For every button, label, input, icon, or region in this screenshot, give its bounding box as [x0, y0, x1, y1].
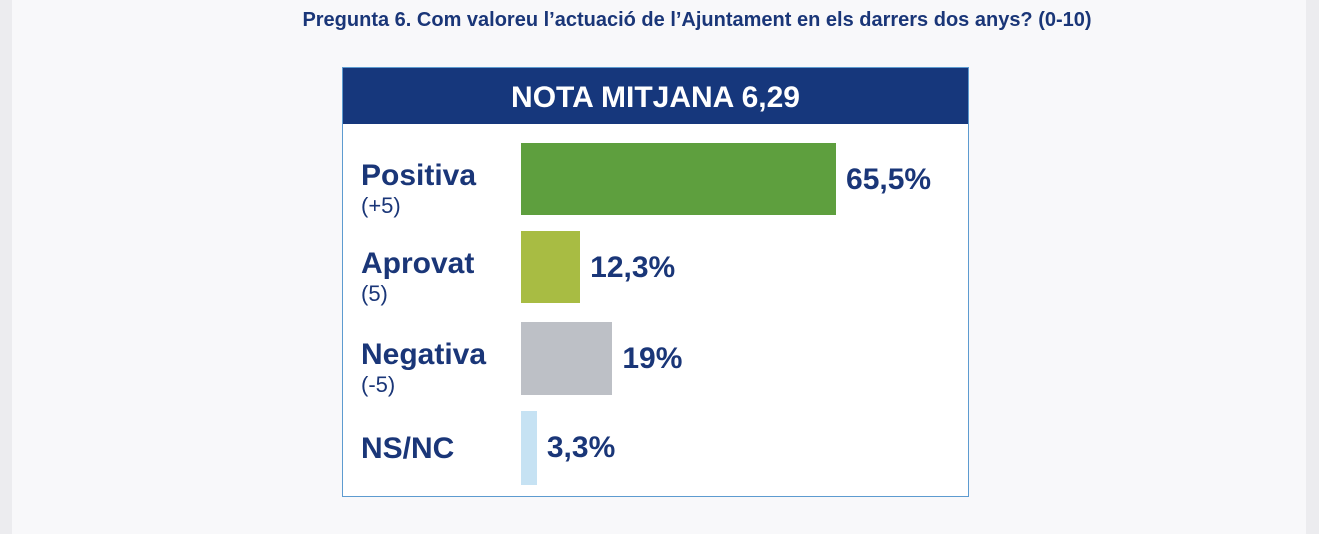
bar-negativa	[521, 322, 613, 395]
value-label-aprovat: 12,3%	[590, 251, 676, 284]
value-label-negativa: 19%	[622, 342, 683, 375]
value-label-nsnc: 3,3%	[546, 431, 616, 464]
category-label-positiva: Positiva (+5)	[361, 160, 476, 218]
category-label-aprovat: Aprovat (5)	[361, 248, 474, 306]
category-label-nsnc: NS/NC	[361, 433, 454, 465]
category-range: (5)	[361, 281, 388, 306]
bar-nsnc	[521, 411, 537, 485]
average-score-header: NOTA MITJANA 6,29	[343, 68, 968, 124]
value-label-positiva: 65,5%	[846, 163, 932, 196]
chart-title: Pregunta 6. Com valoreu l’actuació de l’…	[302, 9, 1092, 31]
category-name: Aprovat	[361, 247, 475, 280]
category-name: Negativa	[361, 338, 487, 371]
category-name: Positiva	[361, 159, 477, 192]
category-range: (-5)	[361, 372, 396, 397]
category-name: NS/NC	[361, 432, 455, 465]
bar-positiva	[521, 143, 837, 215]
chart-box: NOTA MITJANA 6,29 Positiva (+5) 65,5% Aprov…	[342, 67, 969, 497]
bar-aprovat	[521, 231, 581, 303]
category-label-negativa: Negativa (-5)	[361, 339, 486, 397]
category-range: (+5)	[361, 193, 401, 218]
